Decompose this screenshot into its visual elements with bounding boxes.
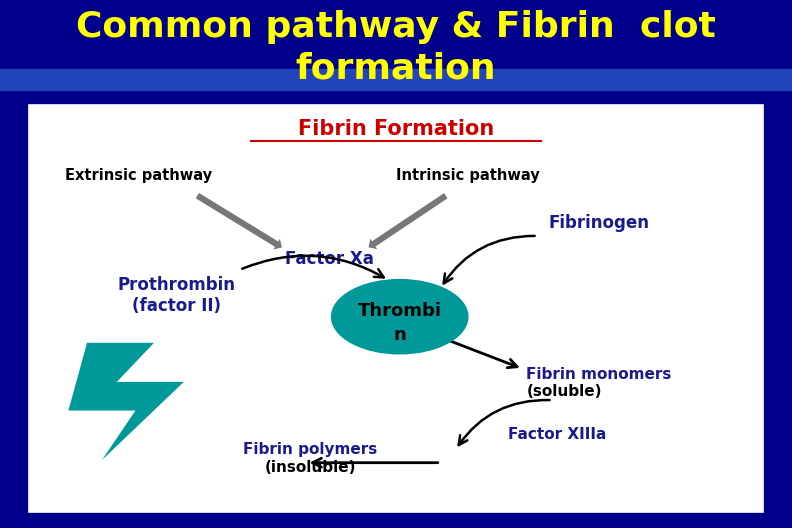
Polygon shape: [68, 343, 184, 460]
Ellipse shape: [331, 279, 469, 354]
Bar: [0, 69, 792, 90]
Text: Factor XIIIa: Factor XIIIa: [508, 427, 606, 441]
Text: Extrinsic pathway: Extrinsic pathway: [65, 168, 211, 183]
Text: Intrinsic pathway: Intrinsic pathway: [396, 168, 540, 183]
Text: Fibrin monomers: Fibrin monomers: [527, 366, 672, 382]
Text: Common pathway & Fibrin  clot: Common pathway & Fibrin clot: [76, 10, 716, 44]
Text: Thrombi: Thrombi: [358, 303, 442, 320]
Text: Fibrinogen: Fibrinogen: [549, 214, 649, 232]
Text: Factor Xa: Factor Xa: [284, 250, 374, 268]
Text: Prothrombin
(factor II): Prothrombin (factor II): [117, 277, 235, 315]
Text: (insoluble): (insoluble): [265, 460, 356, 475]
Text: formation: formation: [295, 51, 497, 86]
Text: (soluble): (soluble): [527, 384, 602, 399]
Text: Fibrin Formation: Fibrin Formation: [298, 119, 494, 139]
Text: Fibrin polymers: Fibrin polymers: [243, 442, 378, 457]
Text: n: n: [394, 326, 406, 344]
